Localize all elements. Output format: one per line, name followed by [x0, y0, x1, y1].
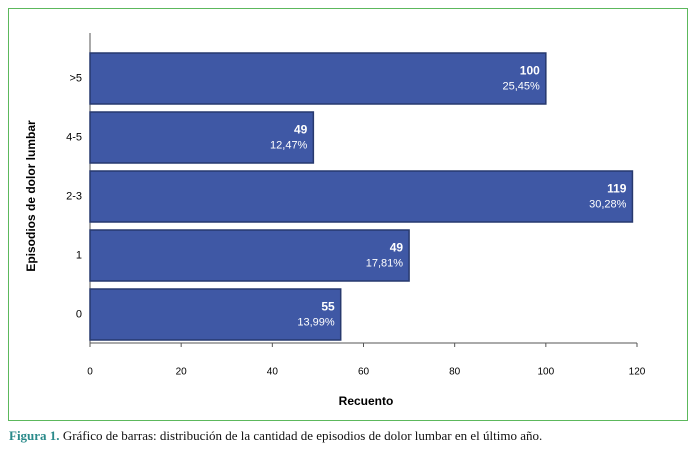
- y-tick-label: >5: [69, 72, 82, 84]
- bar: [89, 229, 410, 282]
- caption-text: Gráfico de barras: distribución de la ca…: [62, 428, 543, 443]
- y-tick-label: 2-3: [66, 190, 82, 202]
- x-tick-label: 20: [176, 367, 188, 378]
- x-tick-label: 100: [537, 367, 554, 378]
- bar: [89, 170, 634, 223]
- x-tick-label: 120: [629, 367, 646, 378]
- bar: [89, 52, 547, 105]
- y-axis-label: Episodios de dolor lumbar: [24, 120, 38, 272]
- percent-label: 30,28%: [589, 198, 627, 210]
- x-tick-label: 80: [449, 367, 461, 378]
- x-axis-label: Recuento: [339, 394, 394, 408]
- bar: [89, 111, 315, 164]
- x-tick-label: 0: [87, 367, 93, 378]
- percent-label: 25,45%: [503, 80, 541, 92]
- x-tick-label: 40: [267, 367, 279, 378]
- count-label: 55: [321, 300, 335, 314]
- count-label: 49: [390, 241, 404, 255]
- figure-label: Figura 1.: [9, 428, 60, 443]
- count-label: 49: [294, 123, 308, 137]
- y-tick-label: 0: [76, 308, 82, 320]
- count-label: 100: [520, 64, 540, 78]
- x-tick-label: 60: [358, 367, 370, 378]
- y-tick-label: 4-5: [66, 131, 82, 143]
- y-tick-label: 1: [76, 249, 82, 261]
- percent-label: 17,81%: [366, 257, 404, 269]
- caption: Figura 1. Gráfico de barras: distribució…: [9, 428, 542, 444]
- chart-frame: [8, 8, 688, 421]
- percent-label: 12,47%: [270, 139, 308, 151]
- bar: [89, 288, 342, 341]
- percent-label: 13,99%: [297, 316, 335, 328]
- count-label: 119: [607, 182, 627, 196]
